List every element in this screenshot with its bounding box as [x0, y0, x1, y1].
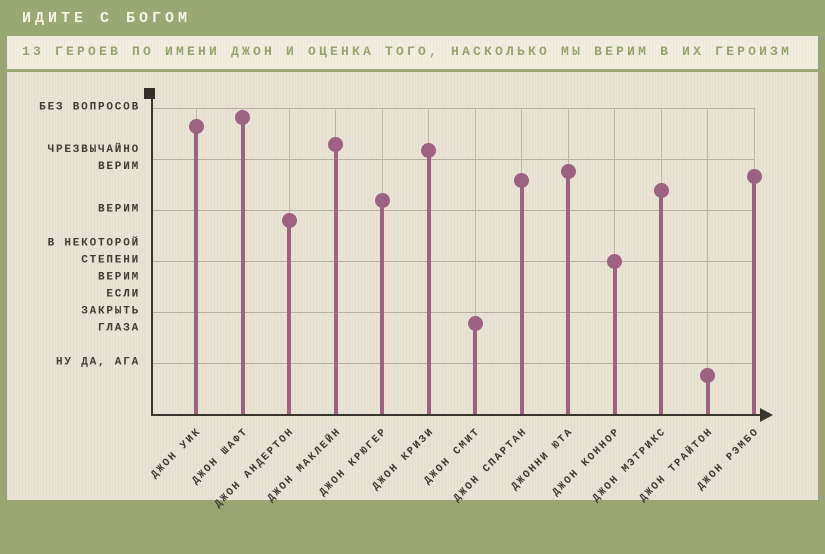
h-gridline	[152, 312, 754, 313]
lollipop-stem	[705, 375, 710, 414]
lollipop-stem	[519, 180, 524, 414]
lollipop-stem	[659, 190, 663, 414]
y-tick-label-line: ЧРЕЗВЫЧАЙНО	[47, 144, 140, 156]
v-gridline	[474, 108, 476, 414]
subtitle-band: 13 ГЕРОЕВ ПО ИМЕНИ ДЖОН И ОЦЕНКА ТОГО, Н…	[7, 36, 818, 72]
lollipop-stem	[333, 144, 338, 414]
lollipop-stem	[380, 200, 384, 414]
h-gridline	[152, 363, 754, 364]
lollipop-chart: БЕЗ ВОПРОСОВ ЧРЕЗВЫЧАЙНО ВЕРИМ ВЕРИМ В НЕКОТ…	[7, 72, 818, 511]
lollipop-dot	[467, 315, 483, 331]
lollipop-stem	[240, 117, 245, 414]
lollipop-dot	[281, 212, 297, 228]
page-title: ИДИТЕ С БОГОМ	[22, 10, 192, 27]
lollipop-dot	[235, 109, 250, 125]
chart-subtitle: 13 ГЕРОЕВ ПО ИМЕНИ ДЖОН И ОЦЕНКА ТОГО, Н…	[22, 44, 793, 59]
y-tick-label: ЕСЛИ ЗАКРЫТЬ ГЛАЗА	[7, 287, 140, 338]
lollipop-dot	[607, 253, 622, 269]
y-tick-label-line: В НЕКОТОРОЙ	[47, 237, 140, 250]
y-tick-label-line: ГЛАЗА	[97, 322, 140, 335]
lollipop-stem	[287, 220, 291, 414]
lollipop-stem	[612, 261, 617, 414]
lollipop-dot	[374, 193, 390, 209]
y-tick-label: БЕЗ ВОПРОСОВ	[7, 100, 140, 117]
h-gridline	[152, 261, 754, 262]
y-tick-label-line: СТЕПЕНИ	[81, 254, 140, 267]
lollipop-dot	[188, 119, 204, 135]
lollipop-dot	[746, 169, 762, 185]
y-tick-label-line: ВЕРИМ	[97, 203, 140, 216]
y-tick-label: В НЕКОТОРОЙ СТЕПЕНИ ВЕРИМ	[7, 236, 140, 287]
y-tick-label-line: ЗАКРЫТЬ	[81, 305, 140, 318]
y-tick-label-line: БЕЗ ВОПРОСОВ	[39, 101, 140, 114]
y-tick-label-line: ЕСЛИ	[106, 288, 140, 301]
y-tick-label-line: НУ ДА, АГА	[55, 356, 140, 369]
x-axis-arrowhead	[760, 408, 773, 422]
y-tick-label: НУ ДА, АГА	[7, 355, 140, 372]
lollipop-dot	[700, 367, 715, 383]
lollipop-dot	[560, 163, 576, 179]
lollipop-dot	[328, 136, 343, 152]
h-gridline	[152, 108, 754, 109]
h-gridline	[152, 159, 754, 160]
y-tick-label-line: ВЕРИМ	[97, 161, 140, 173]
lollipop-stem	[566, 171, 570, 414]
v-gridline	[707, 108, 708, 414]
y-tick-label: ВЕРИМ	[7, 202, 140, 219]
lollipop-stem	[473, 323, 477, 414]
y-axis-top-marker	[144, 88, 155, 99]
header-band: ИДИТЕ С БОГОМ	[0, 0, 825, 36]
lollipop-dot	[653, 182, 669, 198]
lollipop-dot	[514, 173, 529, 189]
chart-area: БЕЗ ВОПРОСОВ ЧРЕЗВЫЧАЙНО ВЕРИМ ВЕРИМ В НЕКОТ…	[7, 72, 818, 511]
lollipop-stem	[194, 126, 198, 414]
lollipop-stem	[752, 176, 756, 414]
lollipop-stem	[426, 150, 431, 414]
y-axis-line	[151, 99, 153, 416]
y-tick-label: ЧРЕЗВЫЧАЙНО ВЕРИМ	[7, 142, 140, 176]
lollipop-dot	[421, 143, 436, 159]
y-tick-label-line: ВЕРИМ	[97, 271, 140, 284]
x-axis-line	[151, 414, 760, 416]
h-gridline	[152, 210, 754, 211]
